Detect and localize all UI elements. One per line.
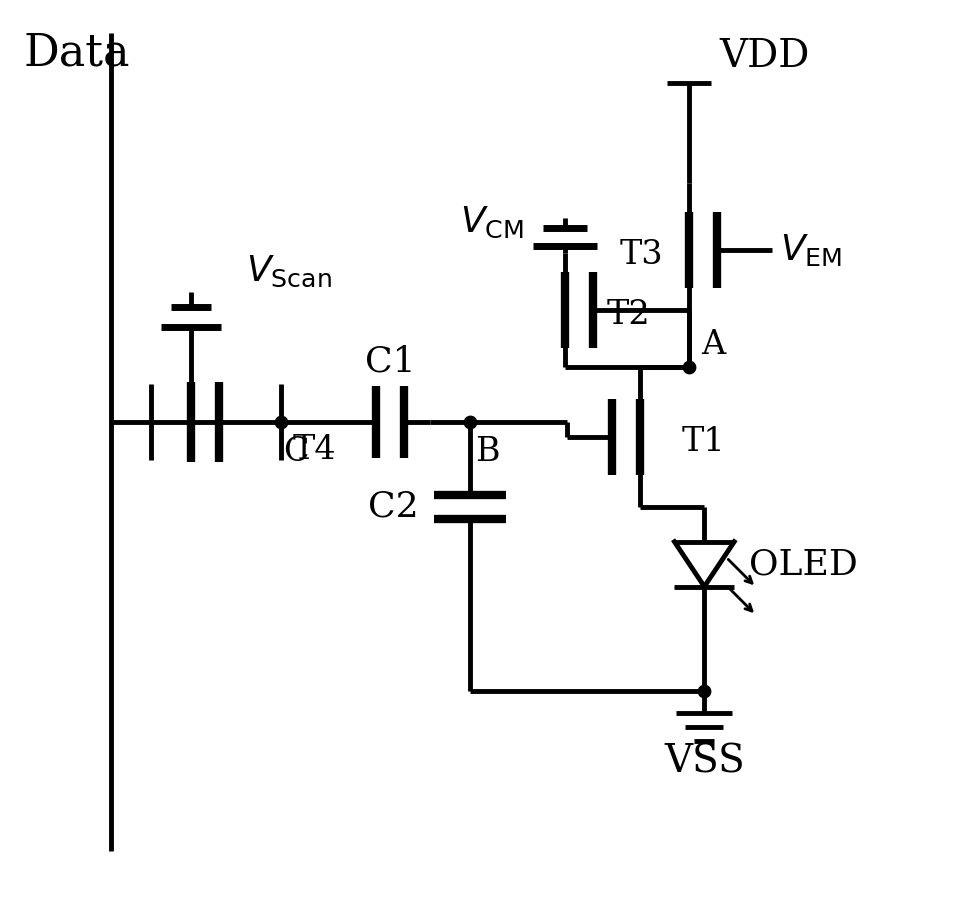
- Text: $\mathit{V}_{\rm Scan}$: $\mathit{V}_{\rm Scan}$: [245, 254, 332, 290]
- Point: [273, 415, 289, 429]
- Text: VDD: VDD: [719, 38, 809, 75]
- Text: $\mathit{V}_{\rm CM}$: $\mathit{V}_{\rm CM}$: [460, 205, 523, 240]
- Text: T4: T4: [292, 434, 335, 466]
- Text: T2: T2: [606, 299, 649, 331]
- Text: $\mathit{V}_{\rm EM}$: $\mathit{V}_{\rm EM}$: [779, 232, 841, 268]
- Text: C1: C1: [365, 345, 416, 378]
- Text: T3: T3: [619, 239, 662, 272]
- Text: VSS: VSS: [663, 743, 744, 780]
- Text: C: C: [283, 436, 308, 468]
- Text: T1: T1: [681, 426, 725, 458]
- Point: [681, 360, 696, 374]
- Text: C2: C2: [367, 490, 418, 524]
- Text: B: B: [474, 436, 499, 468]
- Point: [462, 415, 477, 429]
- Point: [695, 684, 711, 698]
- Text: Data: Data: [23, 32, 130, 75]
- Text: A: A: [700, 329, 725, 362]
- Text: OLED: OLED: [748, 548, 857, 581]
